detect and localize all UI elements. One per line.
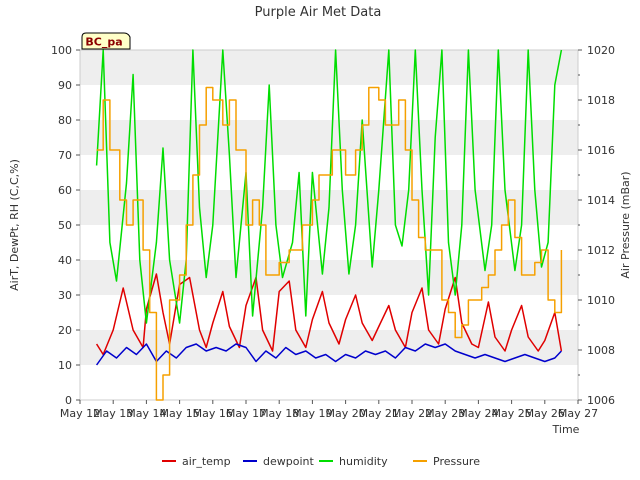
- station-badge-label: BC_pa: [85, 36, 122, 49]
- right-y-tick-label: 1018: [587, 94, 615, 107]
- grid-band: [80, 50, 578, 85]
- x-tick-label: May 20: [325, 407, 365, 420]
- right-y-tick-label: 1014: [587, 194, 615, 207]
- x-tick-label: May 24: [458, 407, 498, 420]
- series-line-air_temp: [95, 273, 563, 356]
- left-y-tick-label: 90: [58, 79, 72, 92]
- series-line-humidity: [95, 49, 563, 324]
- right-y-tick-label: 1016: [587, 144, 615, 157]
- x-tick-label: May 17: [226, 407, 266, 420]
- right-y-tick-label: 1008: [587, 344, 615, 357]
- left-y-axis-label: AirT, DewPt, RH (C,C,%): [8, 159, 21, 291]
- left-y-tick-label: 20: [58, 324, 72, 337]
- chart-title: Purple Air Met Data: [255, 5, 382, 20]
- left-y-tick-label: 50: [58, 219, 72, 232]
- x-tick-label: May 25: [491, 407, 531, 420]
- x-tick-label: May 12: [60, 407, 100, 420]
- legend: air_temp dewpoint humidity Pressure: [162, 455, 480, 468]
- station-badge-shape: [81, 32, 131, 50]
- x-tick-label: May 16: [193, 407, 233, 420]
- legend-label-Pressure: Pressure: [433, 455, 480, 468]
- left-y-tick-label: 40: [58, 254, 72, 267]
- x-tick-label: May 14: [126, 407, 166, 420]
- left-y-tick-label: 60: [58, 184, 72, 197]
- x-tick-label: May 18: [259, 407, 299, 420]
- legend-label-air_temp: air_temp: [182, 455, 231, 468]
- legend-label-dewpoint: dewpoint: [263, 455, 314, 468]
- left-y-tick-label: 10: [58, 359, 72, 372]
- station-badge: BC_pa: [81, 32, 131, 50]
- series-line-Pressure: [96, 86, 563, 401]
- left-y-tick-label: 80: [58, 114, 72, 127]
- legend-label-humidity: humidity: [339, 455, 388, 468]
- x-tick-label: May 23: [425, 407, 465, 420]
- right-y-tick-label: 1020: [587, 44, 615, 57]
- left-y-tick-label: 100: [51, 44, 72, 57]
- x-tick-label: May 15: [159, 407, 199, 420]
- left-y-tick-label: 70: [58, 149, 72, 162]
- x-tick-label: May 26: [525, 407, 565, 420]
- right-y-axis-ticks: 1006 1008 1010 1012 1014 1016 1018 1020: [578, 44, 615, 407]
- series-line-dewpoint: [95, 343, 562, 366]
- x-tick-label: May 19: [292, 407, 332, 420]
- x-tick-label: May 27: [558, 407, 598, 420]
- x-tick-label: May 13: [93, 407, 133, 420]
- x-axis-label: Time: [552, 423, 580, 436]
- right-y-tick-label: 1012: [587, 244, 615, 257]
- right-y-tick-label: 1006: [587, 394, 615, 407]
- x-tick-label: May 22: [392, 407, 432, 420]
- left-y-tick-label: 30: [58, 289, 72, 302]
- x-tick-label: May 21: [359, 407, 399, 420]
- series-lines: [95, 49, 563, 401]
- left-y-tick-label: 0: [65, 394, 72, 407]
- right-y-axis-label: Air Pressure (mBar): [619, 171, 632, 278]
- left-y-axis-ticks: 0 10 20 30 40 50 60 70 80 90 100: [51, 44, 80, 407]
- right-y-tick-label: 1010: [587, 294, 615, 307]
